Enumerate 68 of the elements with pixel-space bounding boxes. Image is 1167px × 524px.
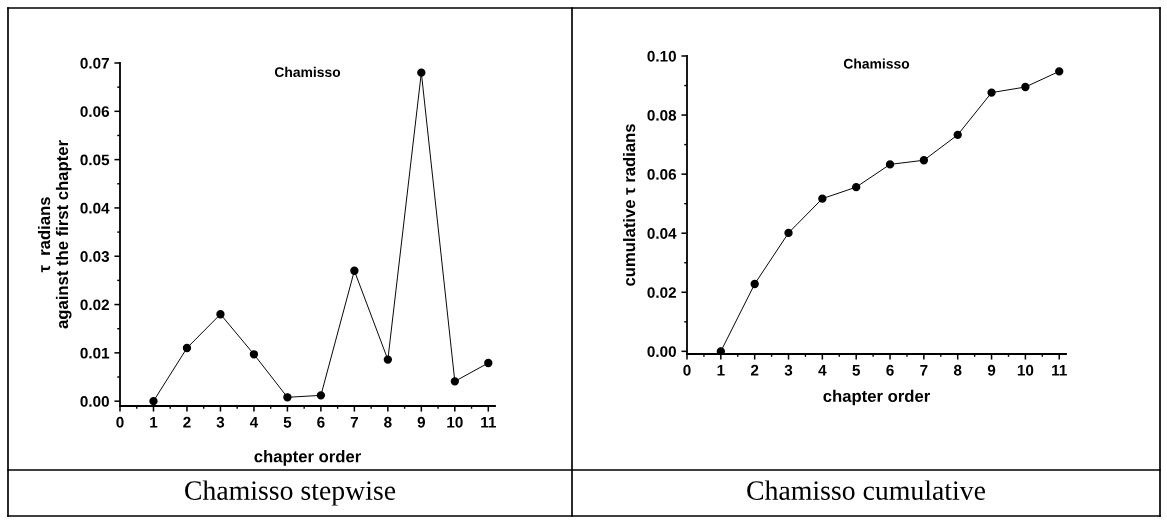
x-tick-label: 8 [384,416,392,428]
x-tick-label: 10 [1017,364,1034,376]
point [716,347,726,354]
y-tick-label: 0.07 [80,57,109,69]
x-tick-label: 11 [481,416,496,428]
y-tick-label: 0.00 [647,346,676,358]
x-tick-label: 3 [784,364,793,376]
point [1055,67,1064,76]
point [484,358,493,368]
y-tick-label: 0.06 [80,106,110,117]
x-tick-label: 6 [317,416,325,428]
y-tick-label: 0.02 [647,287,676,298]
point [149,397,158,406]
x-tick-label: 0 [683,364,691,376]
point [383,355,393,364]
point [852,182,861,192]
x-tick-label: 9 [417,416,426,428]
x-tick-label: 1 [717,364,725,376]
x-tick-label: 2 [183,416,191,428]
x-axis-title: chapter order [823,389,930,406]
x-tick-label: 3 [216,416,225,428]
x-tick-label: 0 [116,416,124,428]
text: Chamisso stepwise [185,480,396,506]
annotation: Chamisso [274,66,341,78]
x-tick-label: 9 [987,364,996,376]
x-tick-label: 1 [150,416,158,428]
y-axis-title: cumulative τ radians [622,124,636,286]
point [450,377,459,386]
point [953,130,962,140]
x-tick-label: 5 [852,364,861,376]
point [750,279,759,289]
y-tick-label: 0.10 [647,50,676,62]
point [885,160,895,169]
x-tick-label: 4 [249,416,259,428]
x-tick-label: 6 [886,364,894,376]
y-axis-title: τ radians against the first chapter [37,140,72,329]
point [1021,82,1030,92]
x-tick-label: 11 [1052,364,1067,376]
y-tick-label: 0.03 [80,251,110,262]
y-tick-label: 0.02 [80,299,109,311]
y-tick-label: 0.00 [80,396,109,407]
point [818,194,827,203]
x-tick-label: 5 [283,416,292,428]
point [283,393,292,402]
x-tick-label: 8 [953,364,962,376]
point [417,68,426,77]
y-tick-label: 0.08 [647,109,677,121]
y-tick-label: 0.04 [647,228,677,239]
x-tick-label: 7 [350,416,358,428]
point [316,391,326,400]
point [249,350,259,359]
point [784,228,793,238]
x-tick-label: 10 [447,416,463,428]
point [919,156,929,165]
text: Chamisso cumulative [747,480,985,500]
y-tick-label: 0.05 [80,154,110,166]
point [987,88,996,97]
y-tick-label: 0.04 [80,202,110,214]
y-tick-label: 0.06 [647,169,677,180]
y-tick-label: 0.01 [80,347,110,359]
annotation: Chamisso [843,58,910,69]
x-tick-label: 7 [920,364,928,376]
x-axis-title: chapter order [254,450,361,466]
x-tick-label: 4 [818,364,827,376]
point [350,266,359,275]
point [182,343,192,353]
point [216,310,225,319]
x-tick-label: 2 [750,364,759,376]
